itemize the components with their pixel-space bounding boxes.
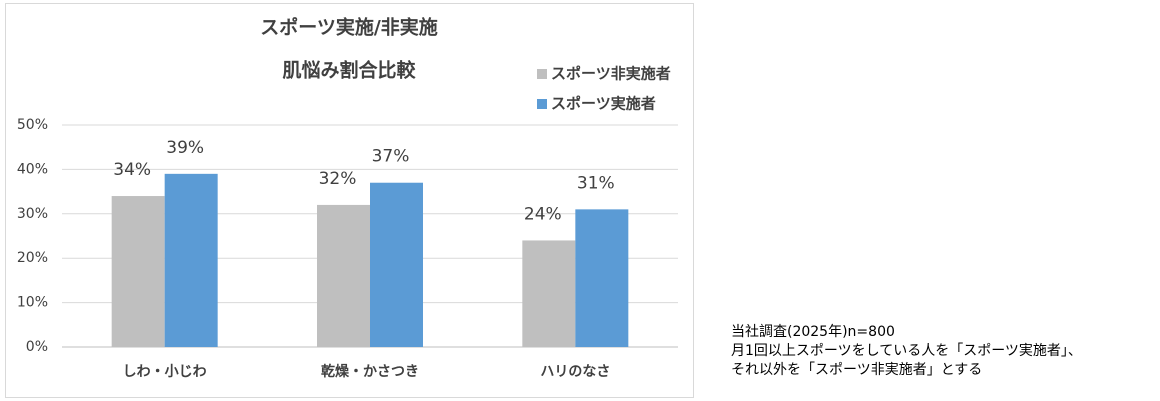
legend-label: スポーツ非実施者	[551, 65, 671, 83]
bar	[370, 182, 423, 347]
bar	[522, 240, 576, 347]
note-line: 月1回以上スポーツをしている人を「スポーツ実施者」、	[731, 343, 1082, 359]
note-line: それ以外を「スポーツ非実施者」とする	[731, 362, 983, 378]
x-tick-label: 乾燥・かさつき	[321, 363, 419, 380]
bar	[164, 173, 218, 347]
y-tick-label: 40%	[17, 161, 48, 177]
chart: スポーツ実施/非実施 肌悩み割合比較 0% 10% 20% 30% 40% 50% スポーツ…	[5, 3, 694, 398]
data-label: 34%	[113, 160, 151, 180]
y-tick-label: 50%	[17, 117, 48, 133]
bar	[111, 196, 165, 347]
legend-swatch	[537, 69, 547, 79]
chart-subtitle: 肌悩み割合比較	[282, 59, 416, 82]
x-tick-label: しわ・小じわ	[123, 364, 207, 380]
y-tick-label: 10%	[17, 295, 48, 311]
y-tick-label: 30%	[17, 206, 48, 222]
note-line: 当社調査(2025年)n=800	[731, 324, 895, 340]
y-tick-label: 20%	[17, 250, 48, 266]
bar	[317, 204, 370, 347]
legend-label: スポーツ実施者	[551, 95, 656, 113]
bar	[575, 209, 629, 347]
chart-title: スポーツ実施/非実施	[260, 16, 438, 39]
data-label: 37%	[372, 147, 410, 167]
data-label: 32%	[319, 169, 357, 189]
data-label: 24%	[524, 204, 562, 224]
data-label: 39%	[166, 138, 204, 158]
x-tick-label: ハリのなさ	[540, 364, 610, 380]
footnote: 当社調査(2025年)n=800 月1回以上スポーツをしている人を「スポーツ実施…	[731, 323, 1082, 380]
y-tick-label: 0%	[26, 339, 48, 355]
data-label: 31%	[577, 173, 615, 193]
legend-swatch	[537, 99, 547, 109]
